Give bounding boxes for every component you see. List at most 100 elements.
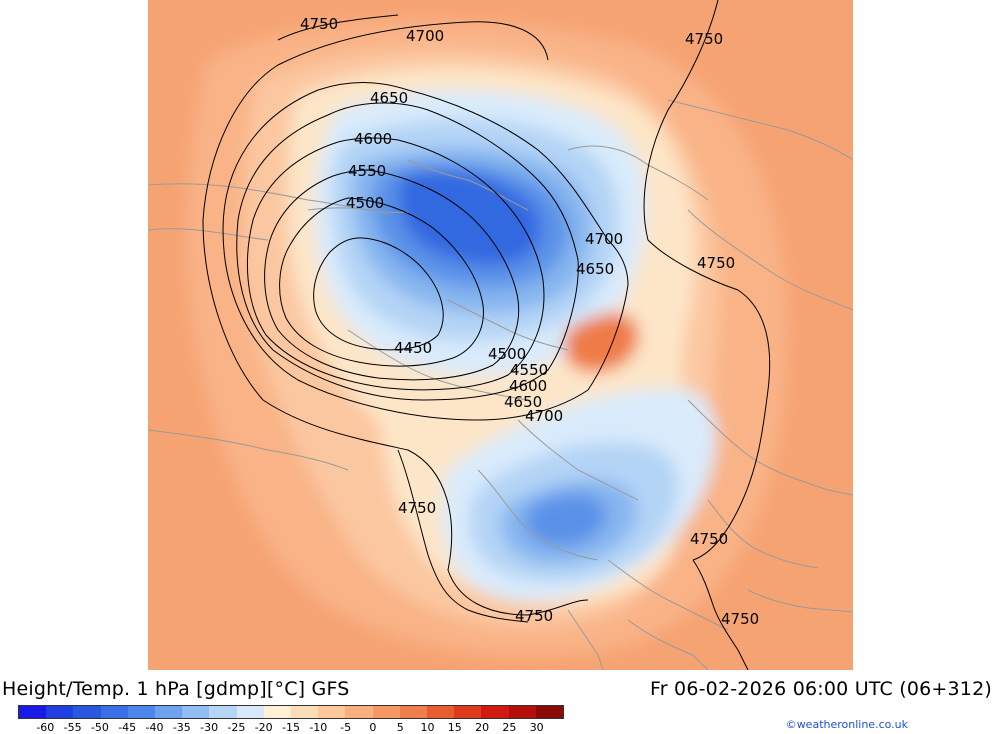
coastline	[667, 99, 853, 161]
contour-label: 4650	[576, 260, 614, 278]
colorbar-swatch	[399, 706, 428, 718]
contour-4750-south	[397, 449, 529, 623]
coastline	[307, 207, 389, 216]
contour-4700-inner	[222, 82, 629, 421]
temperature-shading	[148, 0, 853, 670]
colorbar-tick-label: -35	[172, 721, 191, 734]
weather-map: 4750 4700 4750 4650 4600 4550 4500 4700 …	[148, 0, 853, 670]
contour-label: 4750	[515, 607, 553, 625]
contour-4450	[313, 237, 444, 351]
credit-text[interactable]: ©weatheronline.co.uk	[785, 718, 908, 731]
contour-label: 4750	[300, 15, 338, 33]
contour-label: 4650	[370, 89, 408, 107]
coastline	[477, 469, 599, 561]
contour-4750-se	[692, 559, 749, 670]
colorbar-swatch	[427, 706, 455, 718]
colorbar-swatch	[100, 706, 128, 718]
colorbar-tick-label: 0	[369, 721, 377, 734]
contour-4650	[236, 102, 579, 401]
shade-blue-3-south	[525, 493, 607, 547]
colorbar-tick-label: -40	[145, 721, 164, 734]
coastline	[347, 329, 529, 401]
colorbar-tick-label: -20	[254, 721, 273, 734]
shade-warm-core	[564, 313, 639, 373]
colorbar-swatch	[372, 706, 400, 718]
colorbar-swatch	[454, 706, 482, 718]
colorbar-swatch	[508, 706, 536, 718]
colorbar-tick-label: -10	[309, 721, 328, 734]
contour-4750-north	[277, 14, 399, 41]
colorbar-tick-label: -25	[227, 721, 246, 734]
coastline	[517, 419, 639, 501]
shade-blue-4	[399, 171, 541, 265]
coastline	[687, 399, 853, 496]
colorbar-tick-label: 15	[447, 721, 462, 734]
colorbar-ticks: -60 -55 -50 -45 -40 -35 -30 -25 -20 -15 -10 -5 0 5 10 1…	[18, 721, 564, 734]
colorbar-tick-label: -15	[282, 721, 300, 734]
coastline	[707, 499, 819, 569]
coastline	[627, 619, 709, 670]
colorbar-swatch	[155, 706, 183, 718]
contour-label: 4550	[348, 162, 386, 180]
colorbar-swatch	[345, 706, 373, 718]
contour-labels: 4750 4700 4750 4650 4600 4550 4500 4700 …	[300, 15, 759, 628]
colorbar-tick-label: 20	[475, 721, 490, 734]
colorbar-swatch	[209, 706, 237, 718]
colorbar-swatch	[182, 706, 210, 718]
contour-label: 4750	[721, 610, 759, 628]
contour-label: 4650	[504, 393, 542, 411]
map-canvas: 4750 4700 4750 4650 4600 4550 4500 4700 …	[148, 0, 853, 670]
valid-time: Fr 06-02-2026 06:00 UTC (06+312)	[650, 678, 992, 700]
colorbar-swatch	[318, 706, 346, 718]
coastline	[148, 228, 269, 241]
colorbar-tick-label: -50	[90, 721, 109, 734]
colorbar-tick-label: -60	[36, 721, 55, 734]
coastline	[407, 159, 529, 211]
coastline	[148, 429, 349, 471]
colorbar-swatch	[46, 706, 74, 718]
contour-label: 4550	[510, 361, 548, 379]
colorbar-swatch	[535, 706, 564, 718]
colorbar-swatch	[481, 706, 509, 718]
coastlines	[148, 99, 853, 670]
temperature-colorbar	[18, 705, 564, 719]
colorbar-tick-label: 30	[529, 721, 544, 734]
colorbar-tick-label: -45	[118, 721, 137, 734]
contour-4600	[246, 137, 545, 391]
coastline	[567, 609, 604, 670]
colorbar-tick-label: 25	[502, 721, 517, 734]
contour-4750-east	[643, 0, 771, 561]
height-contours: 4750 4700 4750 4650 4600 4550 4500 4700 …	[202, 0, 771, 670]
colorbar-swatch	[291, 706, 319, 718]
contour-4500	[279, 197, 484, 367]
contour-label: 4700	[585, 230, 623, 248]
contour-label: 4750	[697, 254, 735, 272]
map-title: Height/Temp. 1 hPa [gdmp][°C] GFS	[2, 678, 350, 700]
colorbar-swatch	[236, 706, 264, 718]
contour-label: 4700	[406, 27, 444, 45]
coastline	[567, 145, 709, 201]
colorbar-swatch	[127, 706, 156, 718]
contour-label: 4600	[509, 377, 547, 395]
contour-label: 4450	[394, 339, 432, 357]
colorbar-tick-label: -30	[200, 721, 219, 734]
contour-label: 4750	[685, 30, 723, 48]
colorbar-swatch	[73, 706, 101, 718]
coastline	[687, 209, 853, 311]
coastline	[607, 559, 729, 631]
contour-label: 4500	[346, 194, 384, 212]
colorbar-swatch	[19, 706, 47, 718]
coastline	[447, 299, 569, 351]
colorbar-tick-label: -5	[340, 721, 352, 734]
contour-label: 4600	[354, 130, 392, 148]
contour-4550	[264, 169, 520, 381]
contour-label: 4500	[488, 345, 526, 363]
colorbar-tick-label: -55	[63, 721, 82, 734]
coastline	[747, 589, 853, 613]
colorbar-swatch	[263, 706, 292, 718]
colorbar-tick-label: 5	[396, 721, 404, 734]
contour-label: 4700	[525, 407, 563, 425]
contour-label: 4750	[398, 499, 436, 517]
contour-4700-outer	[202, 21, 589, 616]
colorbar-tick-label: 10	[420, 721, 435, 734]
